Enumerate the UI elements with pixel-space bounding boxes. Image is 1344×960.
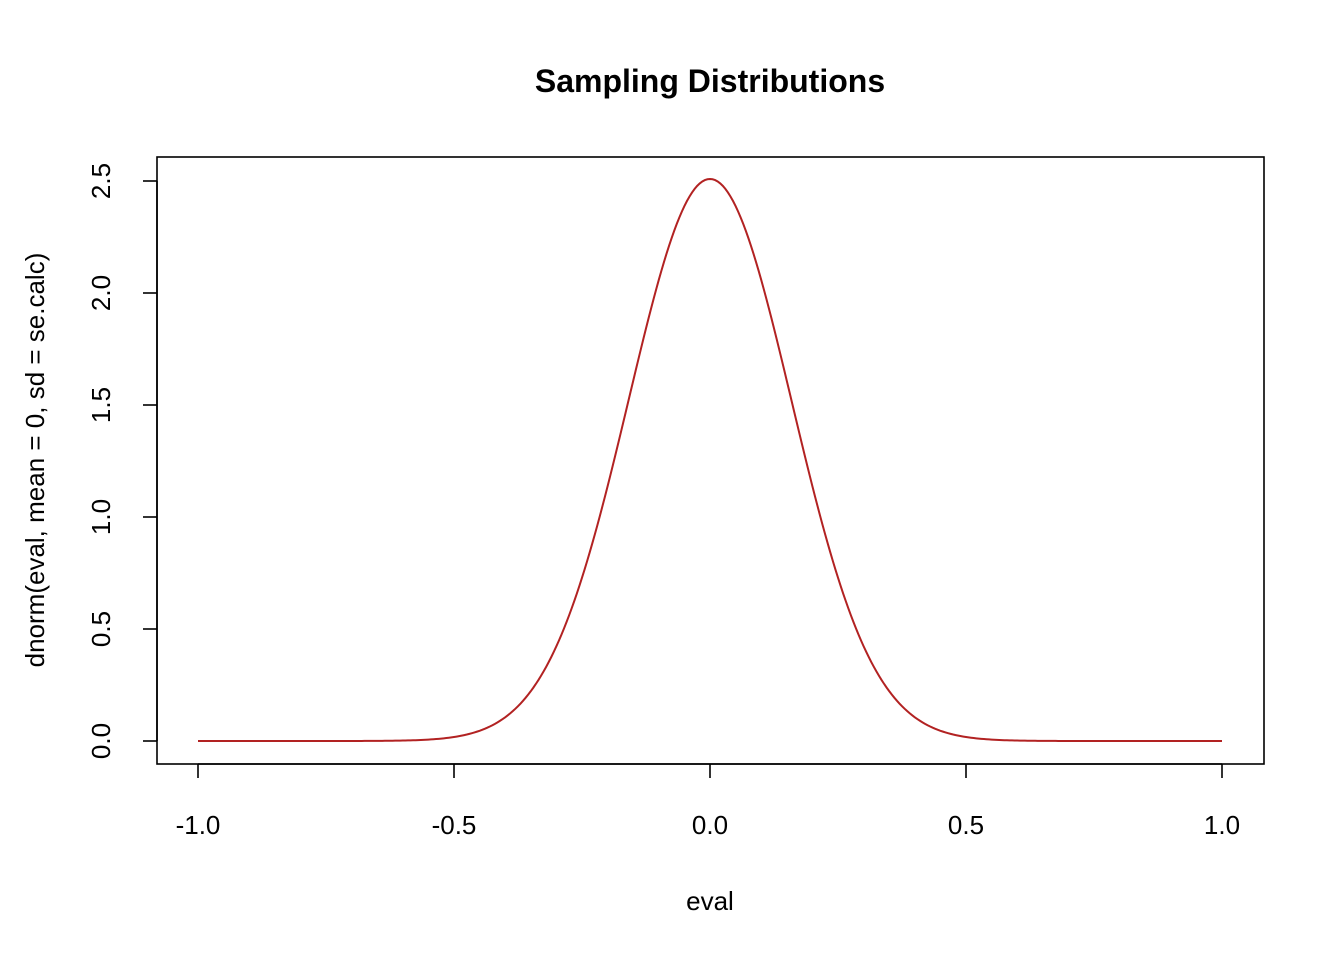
y-axis-label: dnorm(eval, mean = 0, sd = se.calc) [20, 253, 50, 668]
y-tick-label: 1.0 [86, 499, 116, 535]
plot-frame [156, 156, 1265, 765]
density-curve [198, 177, 1222, 742]
x-tick-label: 1.0 [1204, 810, 1240, 840]
y-axis: 0.0 0.5 1.0 1.5 2.0 2.5 [86, 163, 158, 759]
chart-title: Sampling Distributions [535, 63, 885, 99]
x-tick-label: -0.5 [432, 810, 477, 840]
y-tick-label: 1.5 [86, 387, 116, 423]
x-tick-label: -1.0 [176, 810, 221, 840]
x-tick-label: 0.5 [948, 810, 984, 840]
x-axis: -1.0 -0.5 0.0 0.5 1.0 [176, 763, 1240, 840]
x-axis-label: eval [686, 886, 734, 916]
y-tick-label: 0.5 [86, 611, 116, 647]
y-tick-label: 2.0 [86, 275, 116, 311]
x-tick-label: 0.0 [692, 810, 728, 840]
y-tick-label: 2.5 [86, 163, 116, 199]
y-tick-label: 0.0 [86, 723, 116, 759]
